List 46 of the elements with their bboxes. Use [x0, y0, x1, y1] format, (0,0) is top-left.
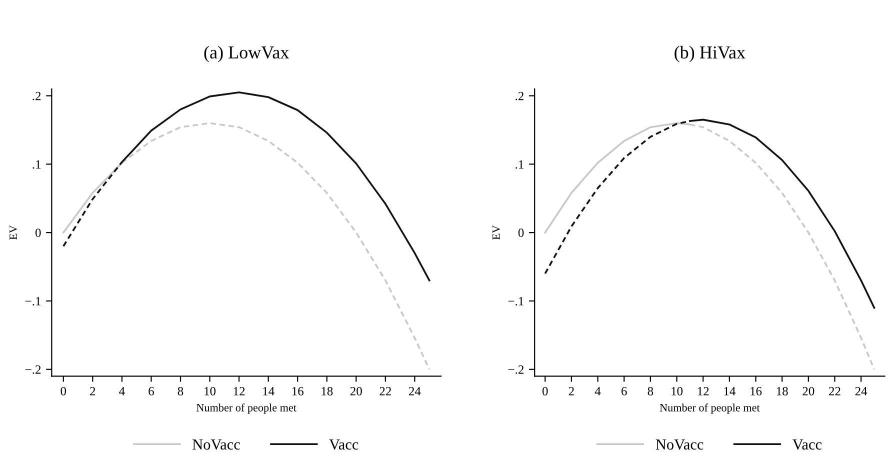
y-axis-title: EV	[492, 225, 500, 240]
chart-title: (a) LowVax	[204, 46, 289, 62]
legend-label: Vacc	[329, 439, 358, 450]
x-tick-label: 0	[542, 386, 548, 396]
x-tick-label: 10	[672, 386, 683, 396]
y-tick-label: 0	[518, 228, 524, 238]
x-tick-label: 4	[594, 387, 601, 396]
x-tick-label: 14	[724, 387, 736, 396]
y-tick-label: .1	[32, 160, 41, 169]
y-tick-label: .2	[516, 92, 524, 100]
x-tick-label: 6	[622, 387, 627, 396]
y-axis-title: EV	[10, 225, 18, 240]
y-tick-label: .1	[516, 160, 524, 169]
x-tick-label: 18	[776, 386, 788, 396]
x-tick-label: 16	[750, 387, 762, 396]
y-tick-label: −.2	[508, 365, 524, 374]
x-tick-label: 24	[855, 387, 868, 396]
x-tick-label: 8	[648, 386, 654, 396]
x-tick-label: 0	[60, 386, 66, 396]
legend-label: NoVacc	[192, 439, 240, 450]
x-axis-title: Number of people met	[196, 404, 296, 414]
x-tick-label: 22	[380, 387, 391, 396]
x-tick-label: 16	[292, 387, 304, 396]
x-tick-label: 20	[802, 386, 814, 396]
x-axis-title: Number of people met	[660, 404, 760, 414]
x-tick-label: 2	[90, 387, 96, 396]
x-tick-label: 8	[178, 386, 184, 396]
x-tick-label: 14	[263, 387, 274, 396]
legend-label: NoVacc	[656, 439, 704, 450]
legend-label: Vacc	[792, 439, 822, 450]
x-tick-label: 6	[148, 387, 154, 396]
x-tick-label: 12	[234, 387, 245, 396]
x-tick-label: 10	[204, 386, 216, 396]
y-tick-label: −.2	[25, 365, 41, 374]
x-tick-label: 12	[698, 387, 709, 396]
y-tick-label: .2	[32, 92, 41, 100]
y-tick-label: −.1	[508, 297, 524, 306]
y-tick-label: 0	[35, 228, 41, 238]
x-tick-label: 18	[322, 386, 333, 396]
x-tick-label: 22	[829, 387, 840, 396]
x-tick-label: 20	[350, 386, 362, 396]
x-tick-label: 24	[408, 387, 421, 396]
x-tick-label: 4	[119, 387, 125, 396]
chart-title: (b) HiVax	[674, 46, 746, 62]
y-tick-label: −.1	[25, 297, 41, 306]
x-tick-label: 2	[568, 387, 574, 396]
